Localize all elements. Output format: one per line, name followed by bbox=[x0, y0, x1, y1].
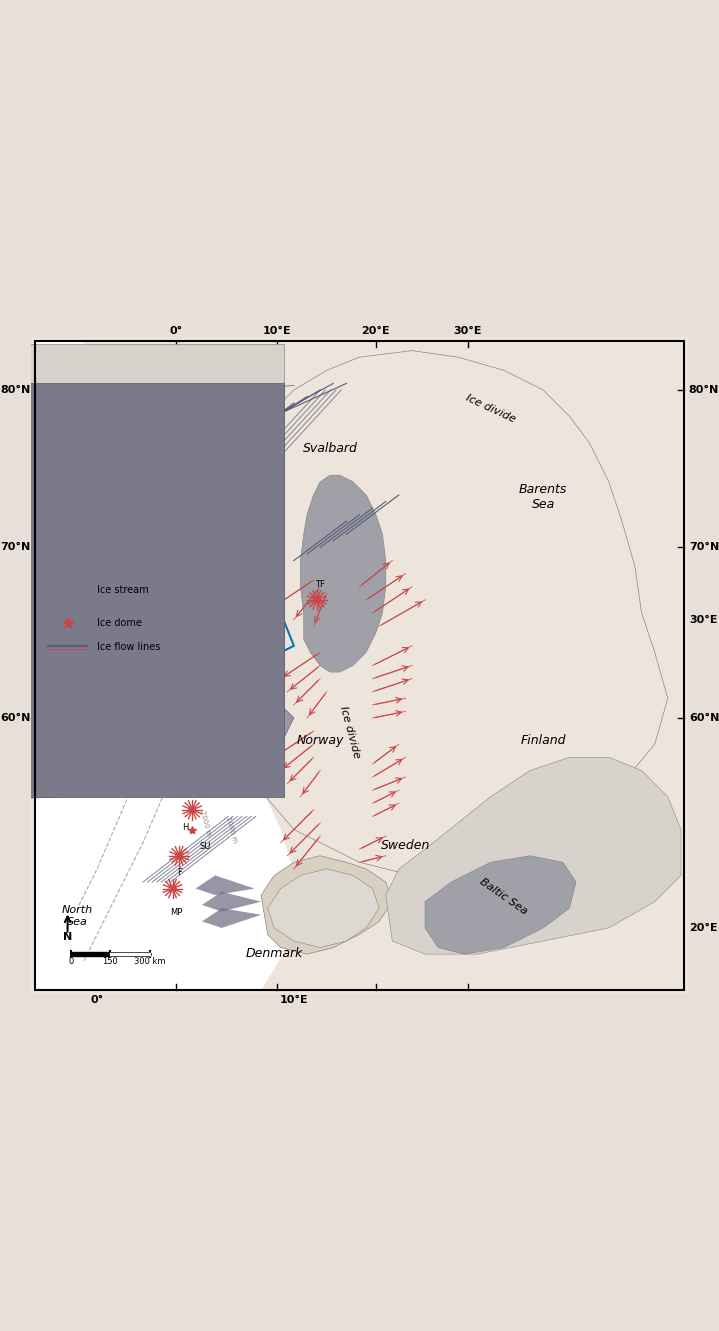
Text: Barents
Sea: Barents Sea bbox=[519, 483, 567, 511]
Text: Legend: Legend bbox=[48, 522, 93, 531]
Polygon shape bbox=[116, 410, 235, 515]
Text: 30°E: 30°E bbox=[454, 326, 482, 337]
FancyBboxPatch shape bbox=[0, 383, 284, 797]
Text: 0°: 0° bbox=[169, 326, 183, 337]
Text: 2000 m: 2000 m bbox=[198, 587, 209, 614]
Polygon shape bbox=[162, 567, 274, 666]
Text: 300 km: 300 km bbox=[134, 957, 165, 966]
Polygon shape bbox=[267, 869, 379, 948]
Text: Denmark: Denmark bbox=[245, 948, 303, 961]
Text: Norway: Norway bbox=[296, 735, 344, 747]
Polygon shape bbox=[32, 338, 687, 993]
Text: 1000 m: 1000 m bbox=[225, 816, 238, 844]
Text: Ice sheet: Ice sheet bbox=[97, 546, 142, 556]
Text: 150: 150 bbox=[102, 957, 118, 966]
Text: 0: 0 bbox=[68, 957, 73, 966]
Text: F: F bbox=[177, 868, 181, 877]
Text: RB: RB bbox=[206, 737, 218, 747]
Text: 60°N: 60°N bbox=[0, 713, 30, 723]
Text: 2000 m: 2000 m bbox=[198, 809, 211, 837]
FancyBboxPatch shape bbox=[0, 343, 284, 757]
Polygon shape bbox=[35, 341, 307, 990]
Text: 70°N: 70°N bbox=[0, 543, 30, 552]
Text: Ice divide: Ice divide bbox=[464, 393, 517, 425]
Text: 10°E: 10°E bbox=[280, 994, 308, 1005]
Text: 30°E: 30°E bbox=[689, 615, 718, 624]
Text: B○: B○ bbox=[267, 554, 281, 563]
Polygon shape bbox=[183, 652, 294, 744]
Polygon shape bbox=[32, 338, 687, 993]
Text: 80°N: 80°N bbox=[689, 385, 719, 395]
Text: 20°E: 20°E bbox=[362, 326, 390, 337]
Text: TB: TB bbox=[200, 776, 211, 785]
Text: Ice dome: Ice dome bbox=[97, 618, 142, 628]
Polygon shape bbox=[385, 757, 681, 954]
Text: N: N bbox=[63, 932, 72, 942]
Polygon shape bbox=[110, 357, 215, 455]
Text: 70°N: 70°N bbox=[689, 543, 719, 552]
Polygon shape bbox=[202, 892, 261, 912]
Text: TF: TF bbox=[315, 580, 325, 588]
Text: MP: MP bbox=[170, 908, 182, 917]
Text: Sweden: Sweden bbox=[381, 839, 430, 852]
Text: Baltic Sea: Baltic Sea bbox=[478, 877, 529, 917]
Text: 20°E: 20°E bbox=[689, 922, 718, 933]
Polygon shape bbox=[143, 488, 255, 587]
Polygon shape bbox=[196, 876, 255, 896]
Polygon shape bbox=[202, 908, 261, 928]
Text: Ice flow lines: Ice flow lines bbox=[97, 642, 160, 652]
Text: Norwegian Sea: Norwegian Sea bbox=[55, 618, 139, 628]
Text: 0°: 0° bbox=[91, 994, 104, 1005]
Text: Ice stream: Ice stream bbox=[97, 586, 149, 595]
Text: H: H bbox=[183, 823, 189, 832]
Polygon shape bbox=[425, 856, 576, 954]
Text: SU: SU bbox=[200, 843, 211, 852]
Polygon shape bbox=[261, 856, 393, 954]
Text: Ice divide: Ice divide bbox=[338, 705, 362, 760]
Polygon shape bbox=[301, 475, 385, 672]
Text: 1000 m: 1000 m bbox=[225, 599, 236, 627]
Text: L: L bbox=[226, 697, 231, 707]
Text: Svalbard: Svalbard bbox=[303, 442, 357, 455]
Text: Finland: Finland bbox=[521, 735, 566, 747]
Text: 10°E: 10°E bbox=[263, 326, 292, 337]
Text: 80°N: 80°N bbox=[0, 385, 30, 395]
Text: 60°N: 60°N bbox=[689, 713, 719, 723]
Polygon shape bbox=[235, 350, 668, 876]
Text: North
Sea: North Sea bbox=[62, 905, 93, 926]
